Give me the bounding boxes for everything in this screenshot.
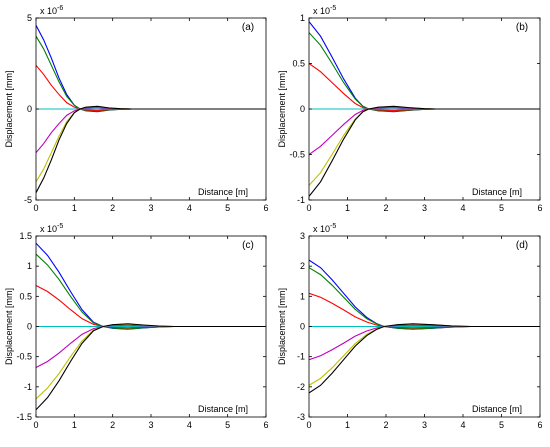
panel-label: (a)	[242, 22, 254, 33]
panel-label: (d)	[516, 240, 528, 251]
series-line-7	[36, 105, 266, 193]
series-line-1	[309, 21, 540, 113]
series-group	[36, 242, 266, 411]
panel-label: (c)	[242, 240, 254, 251]
series-line-1	[309, 259, 540, 330]
series-line-1	[36, 242, 266, 330]
x-tick-label: 4	[460, 203, 465, 213]
y-tick-label: -1.5	[16, 412, 32, 422]
series-line-5	[309, 324, 540, 361]
x-axis-label: Distance [m]	[472, 404, 522, 414]
y-axis-label: Displacement [mm]	[277, 288, 287, 365]
x-tick-label: 0	[306, 420, 311, 430]
series-line-7	[36, 323, 266, 411]
y-exponent-label: x 10-6	[40, 5, 63, 16]
series-line-1	[36, 25, 266, 113]
x-tick-label: 1	[345, 203, 350, 213]
y-tick-label: 0.5	[19, 291, 32, 301]
x-tick-label: 3	[148, 203, 153, 213]
y-tick-label: 1	[300, 13, 305, 23]
x-tick-label: 5	[499, 203, 504, 213]
x-tick-label: 3	[422, 420, 427, 430]
y-tick-label: -5	[24, 195, 32, 205]
series-line-5	[36, 106, 266, 154]
y-tick-label: 2	[300, 261, 305, 271]
x-tick-label: 0	[306, 203, 311, 213]
x-tick-label: 2	[110, 420, 115, 430]
x-tick-label: 1	[72, 420, 77, 430]
x-tick-label: 0	[33, 420, 38, 430]
chart-panel-4: 0 1 2 3 4 5 6 3 2 1 0 -1 -2 -3 x 10-5 Distance [m] Displ…	[277, 223, 543, 430]
y-tick-label: 0	[27, 322, 32, 332]
series-line-6	[309, 323, 540, 386]
x-tick-label: 6	[537, 420, 542, 430]
series-group	[309, 259, 540, 394]
x-tick-label: 6	[263, 203, 268, 213]
x-tick-label: 4	[460, 420, 465, 430]
x-tick-label: 2	[383, 420, 388, 430]
y-tick-label: -2	[297, 382, 305, 392]
y-axis-label: Displacement [mm]	[4, 288, 14, 365]
series-group	[36, 25, 266, 193]
x-tick-label: 2	[110, 203, 115, 213]
x-tick-label: 5	[225, 203, 230, 213]
x-tick-label: 6	[263, 420, 268, 430]
y-tick-label: -1	[297, 195, 305, 205]
series-line-7	[309, 105, 540, 197]
x-tick-label: 1	[345, 420, 350, 430]
series-line-3	[309, 63, 540, 112]
series-line-2	[309, 32, 540, 113]
y-tick-label: 0	[300, 104, 305, 114]
y-tick-label: 3	[300, 231, 305, 241]
x-tick-label: 4	[187, 420, 192, 430]
y-exponent-label: x 10-5	[40, 223, 63, 234]
y-tick-label: -0.5	[16, 352, 32, 362]
y-tick-label: 0.5	[292, 59, 305, 69]
chart-panel-2: 0 1 2 3 4 5 6 1 0.5 0 -0.5 -1 x 10-5 Distance [m] Disp…	[277, 5, 543, 213]
series-line-3	[36, 64, 266, 112]
x-tick-label: 3	[148, 420, 153, 430]
series-line-6	[309, 105, 540, 186]
panel-label: (b)	[516, 22, 528, 33]
y-tick-label: -1	[297, 352, 305, 362]
y-exponent-power: -5	[330, 5, 336, 12]
y-exponent-power: -5	[57, 223, 63, 230]
y-tick-label: 1	[300, 291, 305, 301]
x-tick-label: 0	[33, 203, 38, 213]
y-tick-label: -0.5	[289, 150, 305, 160]
series-line-7	[309, 323, 540, 394]
x-tick-label: 3	[422, 203, 427, 213]
series-line-3	[309, 292, 540, 329]
series-group	[309, 21, 540, 197]
y-tick-label: 0	[300, 322, 305, 332]
y-axis-label: Displacement [mm]	[4, 70, 14, 147]
x-axis-label: Distance [m]	[198, 187, 248, 197]
series-line-2	[309, 267, 540, 330]
y-exponent-power: -5	[330, 223, 336, 230]
x-tick-label: 2	[383, 203, 388, 213]
x-axis-label: Distance [m]	[472, 187, 522, 197]
x-tick-label: 4	[187, 203, 192, 213]
x-axis-label: Distance [m]	[198, 404, 248, 414]
x-tick-label: 5	[225, 420, 230, 430]
x-tick-label: 1	[72, 203, 77, 213]
y-tick-label: 5	[27, 13, 32, 23]
x-tick-label: 6	[537, 203, 542, 213]
y-axis-label: Displacement [mm]	[277, 70, 287, 147]
y-tick-label: -3	[297, 412, 305, 422]
y-tick-label: -1	[24, 382, 32, 392]
series-line-5	[309, 106, 540, 155]
y-tick-label: 1.5	[19, 231, 32, 241]
x-tick-label: 5	[499, 420, 504, 430]
y-exponent-label: x 10-5	[313, 223, 336, 234]
chart-panel-3: 0 1 2 3 4 5 6 1.5 1 0.5 0 -0.5 -1 -1.5 x 10-5 Distance …	[4, 223, 269, 430]
y-tick-label: 1	[27, 261, 32, 271]
y-exponent-label: x 10-5	[313, 5, 336, 16]
y-tick-label: 0	[27, 104, 32, 114]
series-line-2	[36, 35, 266, 112]
y-exponent-power: -6	[57, 5, 63, 12]
